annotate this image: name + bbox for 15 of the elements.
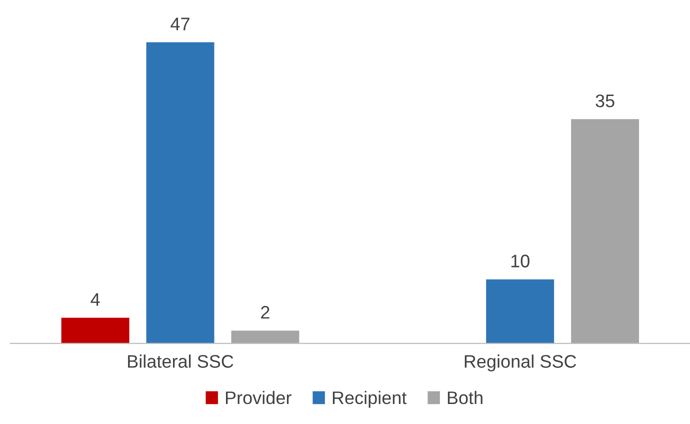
data-label: 2 — [261, 306, 270, 319]
data-label: 10 — [511, 254, 530, 268]
bar — [231, 330, 300, 344]
data-label: 4 — [90, 293, 100, 306]
bar — [61, 318, 130, 344]
legend-label: Both — [448, 390, 482, 404]
bar — [571, 119, 640, 344]
data-label: 35 — [596, 94, 614, 108]
x-tick-label: Regional SSC — [464, 354, 576, 372]
legend-label: Provider — [226, 390, 292, 404]
data-label: 47 — [170, 18, 190, 30]
bar — [146, 42, 214, 344]
bar — [486, 279, 554, 344]
x-tick-label: Bilateral SSC — [128, 354, 234, 368]
legend-label: Recipient — [332, 390, 407, 408]
